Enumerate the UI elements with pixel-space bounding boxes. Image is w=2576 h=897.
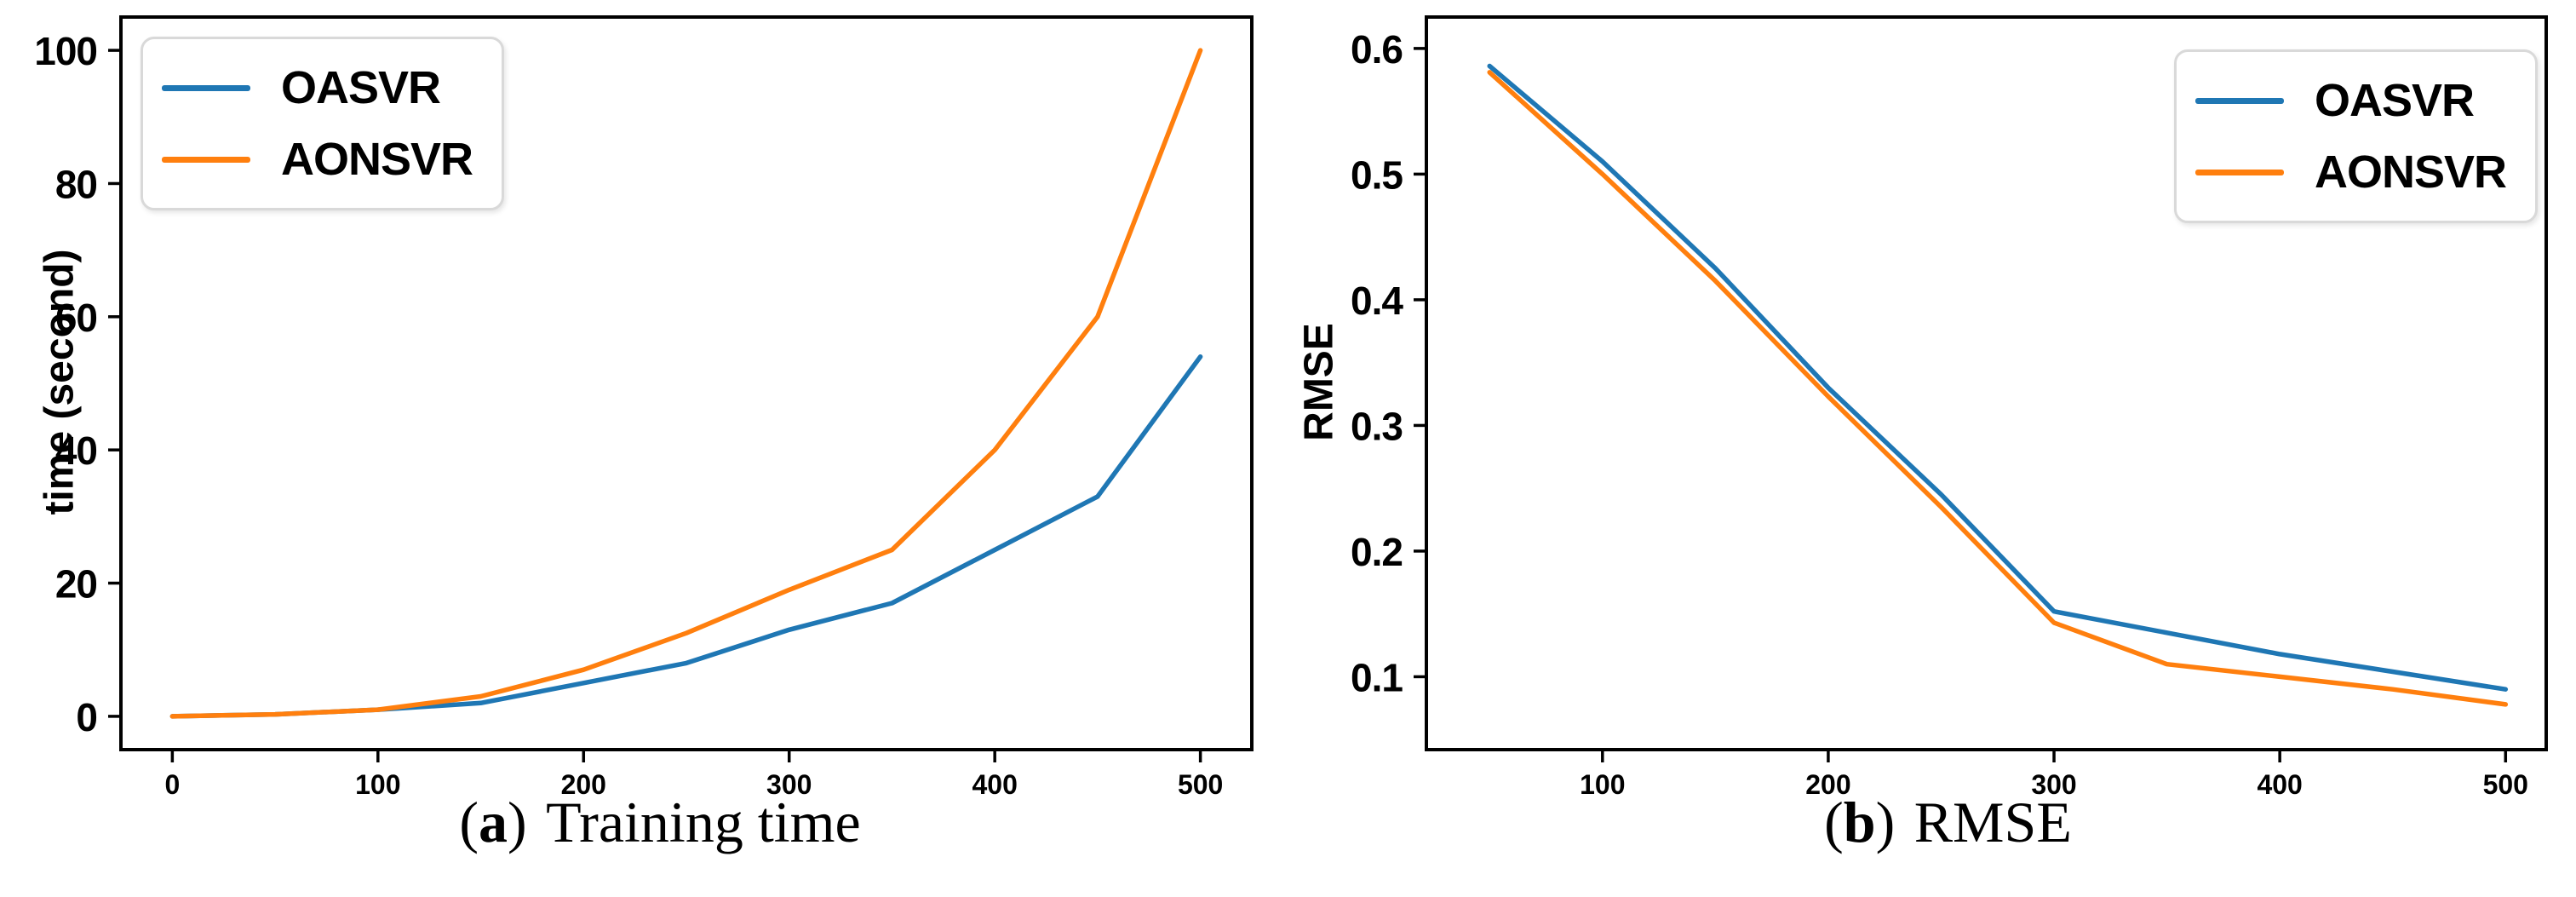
rmse-plot-area: 100 200 300 400 500 0.1 0.2 0.3 0.4 0.5 0.6 [1351,15,2548,800]
caption-b-text: RMSE [1913,790,2072,854]
chart-training-time: 0 100 200 300 400 500 0 20 40 60 80 100 time (secon… [0,15,1320,856]
svg-text:100: 100 [34,29,97,73]
caption-a-letter: a [478,790,508,854]
svg-text:40: 40 [55,428,97,473]
svg-text:100: 100 [355,769,400,800]
chart-rmse: 100 200 300 400 500 0.1 0.2 0.3 0.4 0.5 0.6 RMSE O… [1297,0,2576,897]
legend-training-time: OASVR AONSVR [141,37,505,210]
caption-a: (a) Training time [0,789,1320,856]
legend-entry-aonsvr: AONSVR [162,133,473,186]
svg-text:20: 20 [55,562,97,607]
svg-text:0.5: 0.5 [1351,152,1403,197]
caption-a-text: Training time [546,790,861,854]
legend-label-aonsvr: AONSVR [281,134,473,185]
svg-text:500: 500 [2483,769,2528,800]
oasvr-line-sample-icon [162,84,250,91]
svg-text:0: 0 [164,769,180,800]
oasvr-line-sample-icon [2194,97,2284,104]
training-time-plot-area: 0 100 200 300 400 500 0 20 40 60 80 100 [34,15,1254,800]
legend-entry-aonsvr: AONSVR [2194,146,2507,198]
y-axis-label-training-time: time (second) [37,249,83,515]
legend-label-oasvr: OASVR [281,62,441,113]
legend-label-oasvr: OASVR [2314,75,2475,126]
legend-rmse: OASVR AONSVR [2173,49,2538,223]
svg-text:500: 500 [1178,769,1223,800]
aonsvr-line-sample-icon [162,156,250,163]
legend-entry-oasvr: OASVR [162,61,473,114]
legend-entry-oasvr: OASVR [2194,74,2506,127]
svg-text:400: 400 [2257,769,2302,800]
svg-text:0.2: 0.2 [1351,530,1403,574]
svg-text:400: 400 [972,769,1017,800]
svg-text:300: 300 [766,769,812,800]
svg-text:60: 60 [55,296,97,340]
legend-label-aonsvr: AONSVR [2314,147,2507,198]
caption-a-paren-close: ) [507,790,527,854]
svg-text:0: 0 [76,695,97,739]
y-axis-label-rmse: RMSE [1296,323,1342,441]
svg-text:200: 200 [561,769,606,800]
svg-text:0.6: 0.6 [1351,27,1403,72]
caption-b-paren-close: ) [1875,790,1896,854]
svg-text:0.3: 0.3 [1351,404,1403,448]
svg-text:0.4: 0.4 [1351,279,1403,323]
caption-b-paren-open: ( [1824,790,1844,854]
svg-text:100: 100 [1580,769,1625,800]
svg-text:80: 80 [55,162,97,206]
caption-b-letter: b [1843,790,1876,854]
caption-a-paren-open: ( [459,790,479,854]
svg-text:300: 300 [2031,769,2076,800]
svg-text:0.1: 0.1 [1351,655,1403,699]
aonsvr-line-sample-icon [2194,169,2284,175]
svg-text:200: 200 [1805,769,1850,800]
caption-b: (b) RMSE [1320,789,2576,856]
